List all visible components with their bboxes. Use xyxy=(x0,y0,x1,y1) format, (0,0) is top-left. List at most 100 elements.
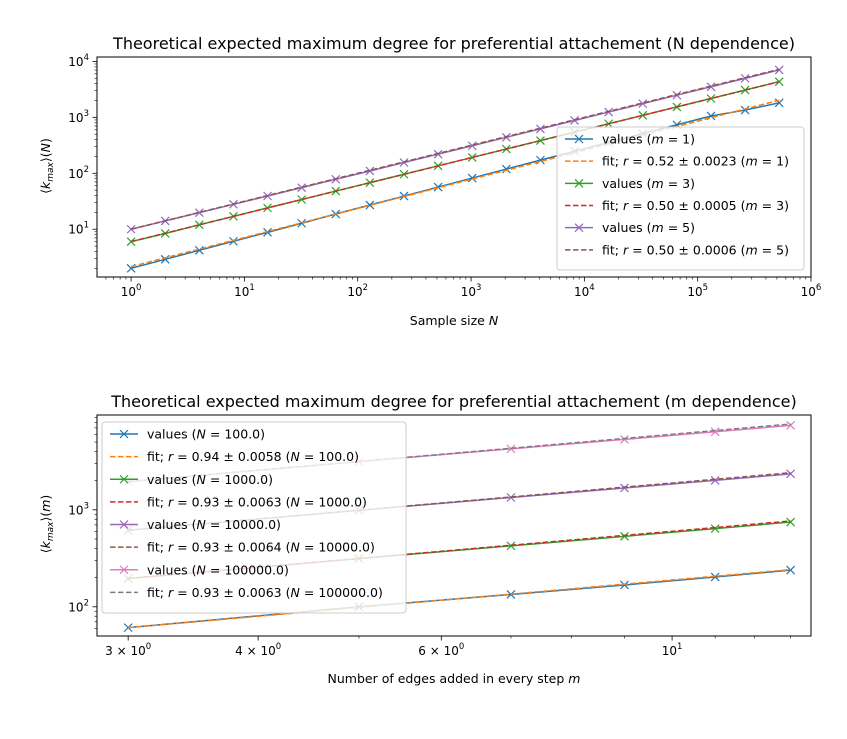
axes-frame xyxy=(96,56,812,278)
data-point xyxy=(126,237,136,247)
data-point xyxy=(774,77,784,87)
data-point xyxy=(126,224,136,234)
x-axis-label: Sample size N xyxy=(410,313,499,328)
legend-marker xyxy=(119,474,129,484)
legend-label: values (N = 100.0) xyxy=(147,427,265,442)
data-point xyxy=(710,475,720,485)
x-tick-label: 105 xyxy=(687,283,708,299)
y-tick-label: 102 xyxy=(68,598,89,614)
x-tick-label: 102 xyxy=(347,283,368,299)
data-point xyxy=(194,208,204,218)
fit-series xyxy=(130,68,780,230)
legend-marker xyxy=(574,223,584,233)
data-point xyxy=(467,153,477,162)
fit-line xyxy=(130,68,780,230)
data-point xyxy=(638,110,648,120)
legend-entry: fit; r = 0.94 ± 0.0058 (N = 100.0) xyxy=(110,449,359,464)
y-axis-label: ⟨kmax⟩(m) xyxy=(38,495,56,554)
data-point xyxy=(786,517,796,527)
data-point xyxy=(620,580,629,590)
data-point xyxy=(620,434,629,444)
x-tick-label: 100 xyxy=(121,283,142,299)
data-point xyxy=(229,236,238,246)
data-point xyxy=(467,173,477,183)
legend-label: fit; r = 0.52 ± 0.0023 (m = 1) xyxy=(602,154,789,169)
data-point xyxy=(620,483,629,493)
legend-label: fit; r = 0.94 ± 0.0058 (N = 100.0) xyxy=(147,449,359,464)
data-point xyxy=(786,469,796,479)
legend-label: fit; r = 0.93 ± 0.0063 (N = 100000.0) xyxy=(147,585,383,600)
chart-title: Theoretical expected maximum degree for … xyxy=(110,392,797,411)
data-point xyxy=(710,427,720,437)
legend-entry: fit; r = 0.93 ± 0.0063 (N = 1000.0) xyxy=(110,494,367,509)
data-point xyxy=(501,164,511,174)
legend-entry: values (N = 100000.0) xyxy=(110,562,289,577)
legend-box xyxy=(101,421,407,614)
data-point xyxy=(263,227,272,237)
axes-frame xyxy=(96,414,812,637)
legend-entry: fit; r = 0.93 ± 0.0064 (N = 10000.0) xyxy=(110,540,375,555)
legend-marker xyxy=(574,178,584,188)
legend-label: fit; r = 0.50 ± 0.0006 (m = 5) xyxy=(602,242,789,257)
legend-label: values (m = 5) xyxy=(602,220,695,235)
data-point xyxy=(536,136,545,145)
data-point xyxy=(620,531,629,541)
legend-entry: fit; r = 0.52 ± 0.0023 (m = 1) xyxy=(565,154,789,169)
data-point xyxy=(365,200,375,210)
legend-entry: values (N = 10000.0) xyxy=(110,517,281,532)
data-point xyxy=(467,141,477,151)
legend-label: fit; r = 0.93 ± 0.0064 (N = 10000.0) xyxy=(147,540,375,555)
legend-box xyxy=(556,126,805,271)
data-point xyxy=(786,420,796,430)
legend-entry: values (m = 1) xyxy=(565,132,695,147)
x-axis-label: Number of edges added in every step m xyxy=(328,671,581,686)
data-point xyxy=(365,166,375,176)
y-axis: 101 102 103 104 xyxy=(68,53,97,269)
legend-label: values (N = 1000.0) xyxy=(147,472,273,487)
data-point xyxy=(638,99,648,109)
legend-label: values (m = 1) xyxy=(602,132,695,147)
x-tick-label: 104 xyxy=(574,283,595,299)
data-point xyxy=(365,178,375,188)
x-tick-label: 3 × 100 xyxy=(105,642,151,658)
x-tick-label: 6 × 100 xyxy=(418,642,464,658)
legend-marker xyxy=(119,565,129,575)
plot-area xyxy=(126,65,784,273)
legend-marker xyxy=(119,429,129,439)
x-axis: 100 101 102 103 104 105 106 xyxy=(105,277,822,299)
data-point xyxy=(297,218,307,228)
chart-title: Theoretical expected maximum degree for … xyxy=(112,34,795,53)
data-point xyxy=(740,105,750,115)
x-tick-label: 101 xyxy=(234,283,255,299)
data-point xyxy=(297,183,307,193)
x-tick-label: 103 xyxy=(461,283,482,299)
legend-label: values (N = 100000.0) xyxy=(147,562,289,577)
legend-entry: fit; r = 0.50 ± 0.0006 (m = 5) xyxy=(565,242,789,257)
x-tick-label: 106 xyxy=(801,283,822,299)
legend-label: values (N = 10000.0) xyxy=(147,517,281,532)
legend-entry: fit; r = 0.93 ± 0.0063 (N = 100000.0) xyxy=(110,585,383,600)
data-point xyxy=(194,220,204,230)
data-point xyxy=(297,195,307,204)
legend-label: values (m = 3) xyxy=(602,176,695,191)
x-axis: 3 × 100 4 × 100 6 × 100 101 xyxy=(105,636,791,658)
legend: values (N = 100.0) fit; r = 0.94 ± 0.0058… xyxy=(101,421,407,614)
y-tick-label: 103 xyxy=(68,501,89,517)
legend-entry: fit; r = 0.50 ± 0.0005 (m = 3) xyxy=(565,198,789,213)
y-axis: 102 103 xyxy=(68,416,97,629)
data-point xyxy=(160,254,170,264)
y-tick-label: 102 xyxy=(68,165,89,181)
legend-entry: values (N = 1000.0) xyxy=(110,472,273,487)
x-tick-label: 101 xyxy=(662,642,683,658)
fit-series xyxy=(130,80,780,243)
y-tick-label: 104 xyxy=(68,53,89,69)
legend-label: fit; r = 0.50 ± 0.0005 (m = 3) xyxy=(602,198,789,213)
legend-marker xyxy=(574,134,584,144)
y-tick-label: 103 xyxy=(68,109,89,125)
data-point xyxy=(710,572,720,582)
legend-entry: values (m = 3) xyxy=(565,176,695,191)
legend-marker xyxy=(119,520,129,529)
legend: values (m = 1) fit; r = 0.52 ± 0.0023 (m … xyxy=(556,126,805,271)
series-line xyxy=(130,102,780,270)
